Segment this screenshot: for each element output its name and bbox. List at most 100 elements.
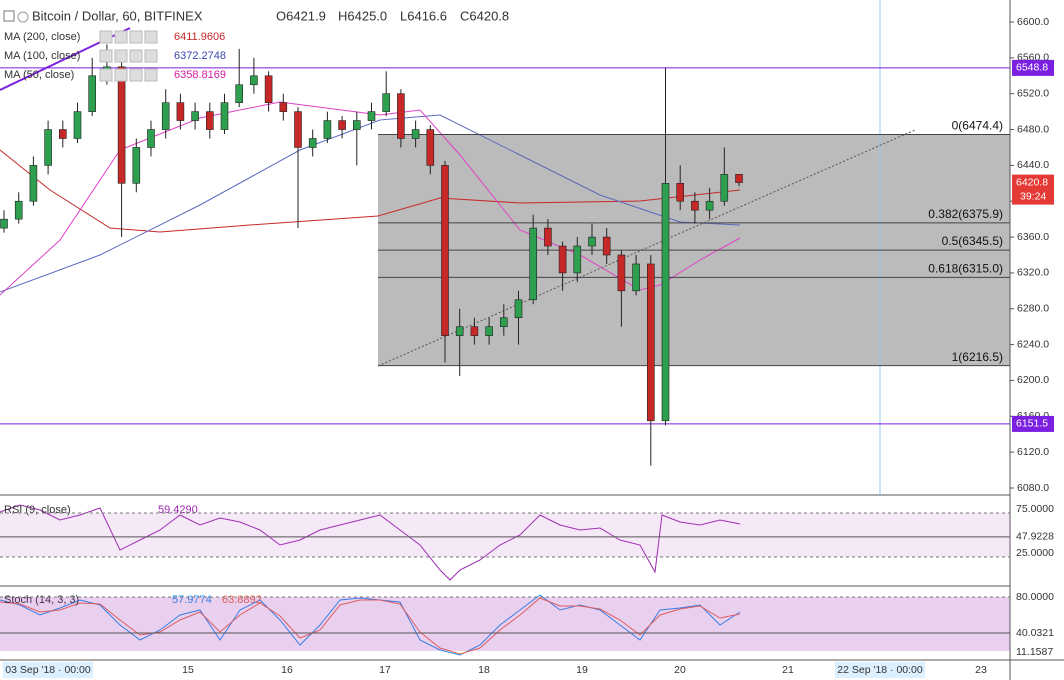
time-tick-label: 23 bbox=[975, 664, 987, 676]
indicator-value: 6372.2748 bbox=[174, 50, 226, 62]
fib-label: 0(6474.4) bbox=[952, 119, 1003, 133]
time-tag bbox=[3, 662, 93, 678]
fib-label: 0.382(6375.9) bbox=[928, 207, 1003, 221]
symbol-title: Bitcoin / Dollar, 60, BITFINEX bbox=[32, 8, 203, 23]
candle-body bbox=[470, 326, 479, 336]
indicator-value: 6411.9606 bbox=[174, 31, 225, 43]
candle-body bbox=[220, 102, 229, 130]
stoch-tick-label: 80.0000 bbox=[1016, 591, 1054, 603]
rsi-tick-label: 25.0000 bbox=[1016, 547, 1054, 559]
time-tick-label: 15 bbox=[182, 664, 194, 676]
candle-body bbox=[352, 120, 361, 130]
price-tick-label: 6080.0 bbox=[1017, 482, 1049, 494]
candle-body bbox=[720, 174, 729, 202]
candle-body bbox=[382, 93, 391, 112]
fib-label: 0.618(6315.0) bbox=[928, 262, 1003, 276]
rsi-band bbox=[0, 513, 1010, 557]
price-tick-label: 6240.0 bbox=[1017, 338, 1049, 350]
candle-body bbox=[176, 102, 185, 121]
candle-body bbox=[588, 236, 596, 247]
candle-body bbox=[397, 93, 405, 139]
price-tick-label: 6360.0 bbox=[1017, 231, 1049, 243]
level-tag-label: 6548.8 bbox=[1016, 62, 1048, 74]
level-tag bbox=[1012, 59, 1054, 76]
candle-body bbox=[558, 245, 567, 274]
candle-body bbox=[294, 111, 302, 148]
indicator-button bbox=[144, 68, 158, 82]
time-tag bbox=[835, 662, 925, 678]
fib-label: 1(6216.5) bbox=[952, 350, 1003, 364]
candle-body bbox=[441, 165, 449, 336]
indicator-button bbox=[114, 30, 128, 44]
candle-body bbox=[514, 299, 523, 319]
stoch-band bbox=[0, 597, 1010, 651]
collapse-button[interactable] bbox=[3, 10, 15, 22]
last-price-tag bbox=[1012, 174, 1054, 205]
ma200-line bbox=[0, 149, 741, 233]
rsi-line bbox=[0, 504, 741, 581]
price-tick-label: 6320.0 bbox=[1017, 267, 1049, 279]
price-tick-label: 6120.0 bbox=[1017, 446, 1049, 458]
ohlc-close: C6420.8 bbox=[460, 8, 509, 23]
candle-body bbox=[191, 111, 199, 121]
stoch-k-line bbox=[0, 594, 741, 656]
time-tick-label: 03 Sep '18 · 00:00 bbox=[5, 664, 91, 676]
candle-body bbox=[661, 183, 670, 422]
price-tick-label: 6520.0 bbox=[1017, 87, 1049, 99]
candle-body bbox=[632, 263, 640, 292]
candle-body bbox=[323, 120, 332, 139]
time-tick-label: 21 bbox=[782, 664, 794, 676]
candle-body bbox=[676, 183, 685, 202]
candle-body bbox=[0, 218, 8, 229]
candle-body bbox=[29, 165, 38, 202]
candle-body bbox=[617, 254, 626, 292]
stoch-d-line bbox=[0, 597, 741, 655]
candle-body bbox=[411, 129, 420, 139]
candle-body bbox=[58, 129, 67, 139]
candle-body bbox=[499, 317, 508, 327]
indicator-button bbox=[99, 30, 113, 44]
indicator-button bbox=[99, 49, 113, 63]
indicator-button bbox=[129, 68, 143, 82]
time-tick-label: 22 Sep '18 · 00:00 bbox=[837, 664, 923, 676]
candle-body bbox=[338, 120, 346, 130]
candle-body bbox=[308, 138, 317, 148]
indicator-button bbox=[114, 68, 128, 82]
candle-body bbox=[132, 147, 141, 184]
indicator-button bbox=[114, 49, 128, 63]
time-tick-label: 18 bbox=[478, 664, 490, 676]
candle-body bbox=[250, 75, 258, 86]
level-tag-label: 6151.5 bbox=[1016, 418, 1048, 430]
indicator-button bbox=[99, 68, 113, 82]
fib-label: 0.5(6345.5) bbox=[942, 234, 1003, 248]
rsi-current-label: 47.9228 bbox=[1016, 531, 1054, 543]
time-tick-label: 19 bbox=[576, 664, 588, 676]
candle-body bbox=[691, 200, 699, 211]
indicator-value: 6358.8169 bbox=[174, 69, 226, 81]
stoch-current-label: 40.0321 bbox=[1016, 627, 1054, 639]
candle-body bbox=[88, 75, 96, 112]
price-tick-label: 6200.0 bbox=[1017, 374, 1049, 386]
candle-body bbox=[529, 227, 538, 301]
level-tag bbox=[1012, 415, 1054, 432]
candle-body bbox=[235, 84, 243, 103]
ma100-line bbox=[0, 114, 741, 293]
indicator-button bbox=[144, 30, 158, 44]
candle-body bbox=[44, 129, 52, 166]
candle-body bbox=[147, 129, 155, 148]
candle-body bbox=[544, 227, 552, 247]
candle-body bbox=[117, 66, 126, 184]
candle-body bbox=[573, 245, 582, 274]
time-tick-label: 17 bbox=[379, 664, 391, 676]
indicator-name: MA (200, close) bbox=[4, 31, 80, 43]
bar-timer: 39:24 bbox=[1020, 190, 1046, 202]
candle-body bbox=[279, 102, 288, 112]
ohlc-open: O6421.9 bbox=[276, 8, 326, 23]
fib-trend-line bbox=[377, 129, 916, 367]
candle-body bbox=[705, 200, 714, 211]
last-price-label: 6420.8 bbox=[1016, 176, 1048, 188]
time-tick-label: 16 bbox=[281, 664, 293, 676]
candle-body bbox=[602, 236, 611, 256]
candle-body bbox=[735, 174, 743, 183]
